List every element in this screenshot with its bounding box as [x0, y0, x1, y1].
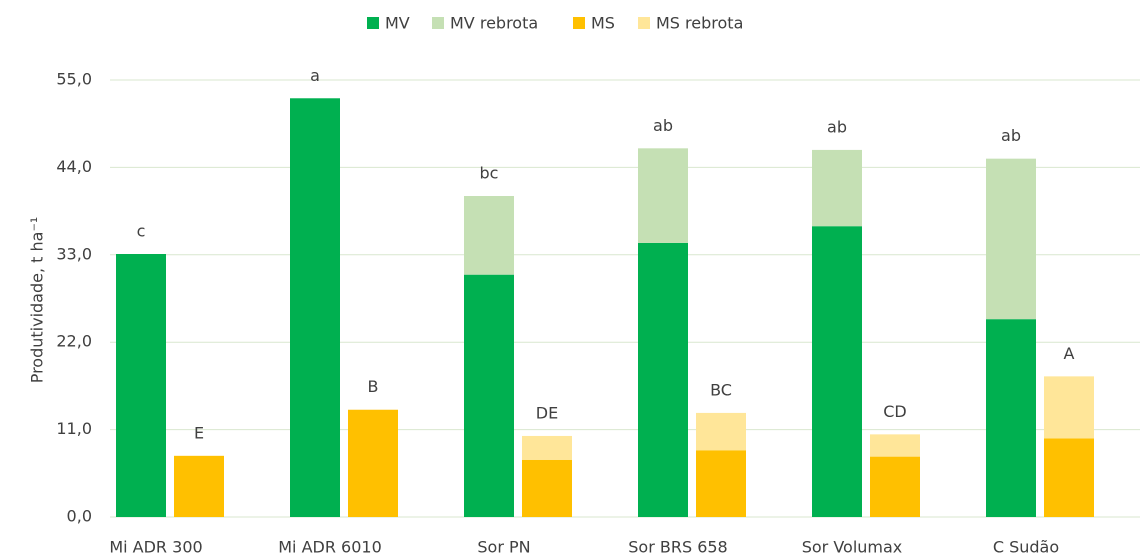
y-axis-label: Produtividade, t ha⁻¹ — [28, 217, 47, 384]
legend-label: MS — [591, 14, 615, 33]
annotation: a — [310, 66, 320, 85]
bar — [870, 434, 920, 457]
annotation: B — [368, 377, 379, 396]
bar — [870, 456, 920, 517]
bar — [986, 319, 1036, 517]
bar — [116, 254, 166, 518]
bar — [638, 242, 688, 517]
legend-label: MV rebrota — [450, 14, 538, 33]
annotation: ab — [827, 117, 847, 136]
annotation: bc — [480, 164, 499, 183]
bar — [986, 158, 1036, 320]
bar — [522, 459, 572, 517]
bar — [464, 274, 514, 517]
y-tick-label: 55,0 — [56, 70, 92, 89]
legend-swatch — [573, 17, 585, 29]
bar — [290, 98, 340, 518]
bar — [348, 409, 398, 517]
annotation: DE — [536, 403, 558, 422]
x-tick-label: C Sudão — [993, 538, 1059, 557]
y-tick-label: 44,0 — [56, 157, 92, 176]
annotation: c — [137, 222, 146, 241]
legend-swatch — [367, 17, 379, 29]
bar — [812, 149, 862, 227]
x-tick-label: Mi ADR 300 — [109, 538, 202, 557]
annotation: A — [1064, 344, 1075, 363]
bar — [638, 148, 688, 243]
bar — [522, 435, 572, 460]
bar — [1044, 376, 1094, 439]
bar — [696, 412, 746, 451]
annotation: ab — [653, 116, 673, 135]
y-tick-label: 33,0 — [56, 244, 92, 263]
annotation: ab — [1001, 126, 1021, 145]
bar — [812, 226, 862, 518]
legend-label: MV — [385, 14, 410, 33]
legend-swatch — [432, 17, 444, 29]
annotation: BC — [710, 380, 732, 399]
y-tick-label: 22,0 — [56, 332, 92, 351]
x-tick-label: Mi ADR 6010 — [278, 538, 382, 557]
legend-swatch — [638, 17, 650, 29]
y-tick-label: 0,0 — [67, 507, 92, 526]
y-tick-label: 11,0 — [56, 419, 92, 438]
x-tick-label: Sor Volumax — [802, 538, 903, 557]
bar — [464, 196, 514, 275]
bar — [696, 450, 746, 517]
bar — [174, 455, 224, 517]
legend-label: MS rebrota — [656, 14, 743, 33]
x-tick-label: Sor BRS 658 — [628, 538, 727, 557]
annotation: CD — [883, 402, 907, 421]
x-tick-label: Sor PN — [477, 538, 530, 557]
annotation: E — [194, 423, 204, 442]
bar — [1044, 438, 1094, 517]
